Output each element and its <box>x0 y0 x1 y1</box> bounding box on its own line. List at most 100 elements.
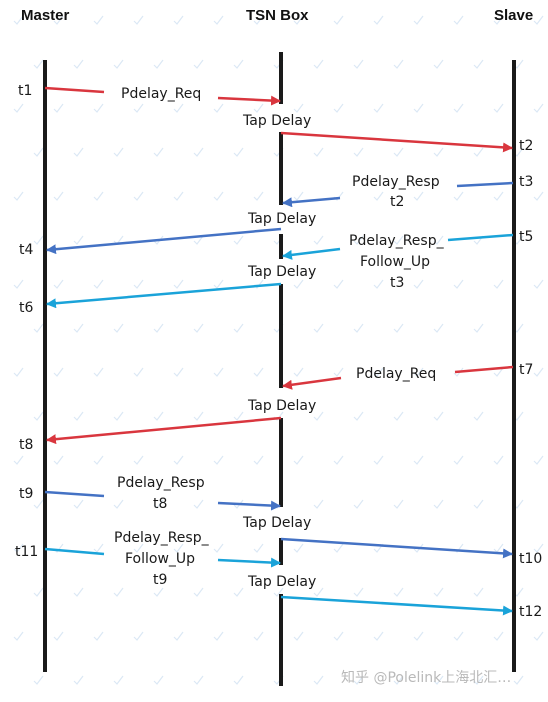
background-checkmark <box>113 323 124 333</box>
background-checkmark <box>53 191 64 201</box>
background-checkmark <box>533 279 544 289</box>
background-checkmark <box>493 191 504 201</box>
background-checkmark <box>353 147 364 157</box>
background-checkmark <box>133 631 144 641</box>
follow-up-arrow-t3-b <box>282 247 341 260</box>
background-checkmark <box>493 631 504 641</box>
background-checkmark <box>233 411 244 421</box>
background-checkmark <box>153 323 164 333</box>
background-checkmark <box>513 675 524 685</box>
background-checkmark <box>313 147 324 157</box>
tap-delay-label-1: Tap Delay <box>242 113 311 129</box>
background-checkmark <box>13 367 24 377</box>
follow-up-arrow-t9-b <box>217 557 281 568</box>
timestamp-t5: t5 <box>519 229 533 245</box>
background-checkmark <box>113 411 124 421</box>
background-checkmark <box>413 543 424 553</box>
background-checkmark <box>73 499 84 509</box>
background-checkmark <box>233 675 244 685</box>
master-header: Master <box>21 7 70 24</box>
background-checkmark <box>293 455 304 465</box>
background-pattern <box>13 15 544 685</box>
forward-follow-up-arrow-t12 <box>280 595 513 616</box>
background-checkmark <box>33 323 44 333</box>
background-checkmark <box>473 411 484 421</box>
background-checkmark <box>433 587 444 597</box>
background-checkmark <box>13 191 24 201</box>
background-checkmark <box>353 235 364 245</box>
background-checkmark <box>33 675 44 685</box>
background-checkmark <box>373 103 384 113</box>
background-checkmark <box>173 367 184 377</box>
background-checkmark <box>73 411 84 421</box>
timestamp-t12: t12 <box>519 604 542 620</box>
timestamp-t10: t10 <box>519 551 542 567</box>
pdelay-resp-label-t2-line1: Pdelay_Resp <box>352 174 440 190</box>
background-checkmark <box>53 279 64 289</box>
timestamp-t4: t4 <box>19 242 33 258</box>
pdelay-resp-label-t8-line2: t8 <box>153 496 167 512</box>
background-checkmark <box>533 103 544 113</box>
background-checkmark <box>153 587 164 597</box>
background-checkmark <box>153 499 164 509</box>
background-checkmark <box>413 367 424 377</box>
background-checkmark <box>73 59 84 69</box>
background-checkmark <box>13 279 24 289</box>
background-checkmark <box>453 15 464 25</box>
background-checkmark <box>113 587 124 597</box>
background-checkmark <box>93 543 104 553</box>
background-checkmark <box>473 499 484 509</box>
follow-up-arrow-t3-a <box>447 233 514 242</box>
forward-resp-arrow-t4 <box>46 227 282 255</box>
background-checkmark <box>473 147 484 157</box>
background-checkmark <box>373 631 384 641</box>
follow-up-label-t3-line2: Follow_Up <box>360 254 430 270</box>
timestamp-t8: t8 <box>19 437 33 453</box>
forward-resp-arrow-t10 <box>280 537 513 559</box>
background-checkmark <box>373 367 384 377</box>
watermark-text: 知乎 @Polelink上海北汇… <box>341 669 511 686</box>
background-checkmark <box>313 411 324 421</box>
background-checkmark <box>93 631 104 641</box>
background-checkmark <box>433 411 444 421</box>
background-checkmark <box>493 279 504 289</box>
background-checkmark <box>73 235 84 245</box>
background-checkmark <box>493 455 504 465</box>
background-checkmark <box>373 279 384 289</box>
background-checkmark <box>93 455 104 465</box>
background-checkmark <box>533 191 544 201</box>
background-checkmark <box>193 235 204 245</box>
background-checkmark <box>73 147 84 157</box>
background-checkmark <box>313 499 324 509</box>
background-checkmark <box>173 15 184 25</box>
pdelay-resp-arrow-t8-a <box>44 490 105 498</box>
background-checkmark <box>233 323 244 333</box>
background-checkmark <box>173 631 184 641</box>
background-checkmark <box>93 15 104 25</box>
background-checkmark <box>393 675 404 685</box>
background-checkmark <box>393 323 404 333</box>
background-checkmark <box>133 103 144 113</box>
background-checkmark <box>93 191 104 201</box>
background-checkmark <box>313 587 324 597</box>
background-checkmark <box>93 279 104 289</box>
background-checkmark <box>373 455 384 465</box>
background-checkmark <box>173 279 184 289</box>
background-checkmark <box>113 147 124 157</box>
background-checkmark <box>393 587 404 597</box>
background-checkmark <box>293 543 304 553</box>
pdelay-req-label-1: Pdelay_Req <box>121 86 201 102</box>
forward-req-arrow-t8 <box>46 416 282 445</box>
background-checkmark <box>193 499 204 509</box>
background-checkmark <box>453 455 464 465</box>
background-checkmark <box>13 103 24 113</box>
background-checkmark <box>213 103 224 113</box>
background-checkmark <box>33 235 44 245</box>
timestamp-t3: t3 <box>519 174 533 190</box>
tap-delay-label-5: Tap Delay <box>242 515 311 531</box>
background-checkmark <box>133 543 144 553</box>
background-checkmark <box>53 367 64 377</box>
background-checkmark <box>533 367 544 377</box>
background-checkmark <box>293 367 304 377</box>
